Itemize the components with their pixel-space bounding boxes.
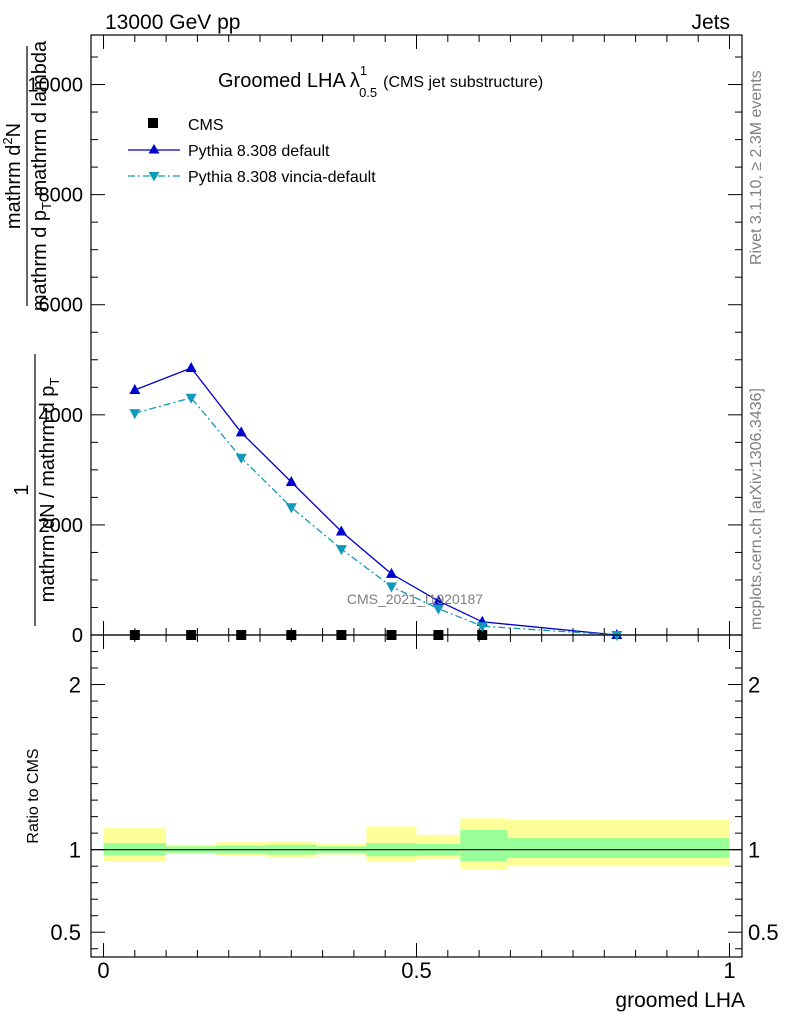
rivet-label: Rivet 3.1.10, ≥ 2.3M events (748, 70, 765, 265)
series-point-marker (385, 567, 397, 578)
plot-title-subscript: 0.5 (359, 85, 377, 100)
x-axis-label: groomed LHA (615, 989, 745, 1012)
legend-default-marker (148, 144, 160, 154)
main-y-tick-label: 4000 (39, 405, 84, 427)
x-tick-labels: 0 0.5 1 (97, 958, 735, 983)
energy-label: 13000 GeV pp (105, 11, 240, 34)
ylabel-frac1-numerator: 1 (11, 484, 33, 495)
main-axis-ticks (91, 35, 742, 636)
series-point-marker (335, 545, 347, 556)
x-tick-label: 0 (97, 958, 109, 983)
series-point-marker (285, 475, 297, 486)
main-y-axis-label: 1 mathrm dN / mathrm d pT mathrm d2N mat… (0, 40, 62, 626)
series-point-marker (235, 453, 247, 464)
ratio-y-tick-label: 0.5 (50, 920, 81, 945)
series-point-marker (185, 393, 197, 404)
ratio-axis-ticks (91, 635, 742, 957)
x-tick-label: 0.5 (401, 958, 432, 983)
ratio-uncertainty-bands (103, 818, 730, 870)
ratio-y-tick-label: 2 (69, 673, 81, 698)
legend-cms-label: CMS (188, 117, 224, 134)
main-y-tick-label: 6000 (39, 295, 84, 317)
ratio-y-axis-label: Ratio to CMS (25, 748, 42, 843)
ratio-inner-band (460, 829, 508, 862)
plot-title-suffix: (CMS jet substructure) (383, 74, 543, 91)
plot-title: Groomed LHA λ1 0.5 (CMS jet substructure) (218, 63, 543, 100)
legend-vincia-label: Pythia 8.308 vincia-default (188, 169, 376, 186)
series-point-marker (432, 604, 444, 615)
main-y-tick-label: 0 (72, 625, 83, 647)
ylabel-frac2-numerator: mathrm d2N (0, 123, 25, 229)
series-point-marker (611, 631, 623, 641)
legend: CMS Pythia 8.308 default Pythia 8.308 vi… (128, 117, 376, 186)
ylabel-frac2-denominator: mathrm d pT mathrm d lambda (29, 40, 54, 311)
series-point-marker (432, 594, 444, 605)
ratio-plot-frame (90, 634, 743, 958)
x-tick-label: 1 (723, 958, 735, 983)
ratio-y-tick-label-right: 1 (748, 838, 760, 863)
analysis-watermark: CMS_2021_I1920187 (347, 591, 483, 607)
ylabel-frac1-denominator: mathrm dN / mathrm d pT (37, 378, 62, 603)
series-point-marker (129, 384, 141, 395)
ratio-y-tick-label: 1 (69, 838, 81, 863)
series-point-marker (129, 409, 141, 420)
main-y-tick-labels: 0 2000 4000 6000 8000 10000 (27, 75, 83, 647)
main-y-tick-label: 10000 (27, 75, 83, 97)
series-point-marker (476, 622, 488, 633)
mcplots-label: mcplots.cern.ch [arXiv:1306.3436] (748, 388, 765, 630)
plot-title-text: Groomed LHA (218, 70, 346, 92)
series-point-marker (185, 362, 197, 373)
plot-title-superscript: 1 (360, 63, 367, 78)
series-point-marker (385, 582, 397, 593)
series-point-marker (235, 426, 247, 437)
ratio-y-tick-label-right: 2 (748, 673, 760, 698)
ratio-plot-panel: 0.5 0.51 12 2 0 0.5 1 Ratio to CMS groomed LH… (25, 634, 779, 1012)
series-point-marker (285, 503, 297, 514)
series-point-marker (335, 525, 347, 536)
main-y-tick-label: 2000 (39, 515, 84, 537)
legend-vincia-marker (148, 172, 160, 182)
legend-cms-marker (148, 118, 158, 128)
category-label: Jets (691, 11, 730, 34)
ratio-inner-band (507, 838, 730, 858)
plot-title-symbol: λ (350, 70, 360, 92)
ratio-y-tick-label-right: 0.5 (748, 920, 779, 945)
main-y-tick-label: 8000 (39, 185, 84, 207)
legend-default-label: Pythia 8.308 default (188, 143, 330, 160)
ratio-y-tick-labels: 0.5 0.5 1 1 2 2 (50, 673, 778, 946)
main-plot-panel: 0 2000 4000 6000 8000 10000 CMS_2021_I1920187… (0, 34, 743, 647)
